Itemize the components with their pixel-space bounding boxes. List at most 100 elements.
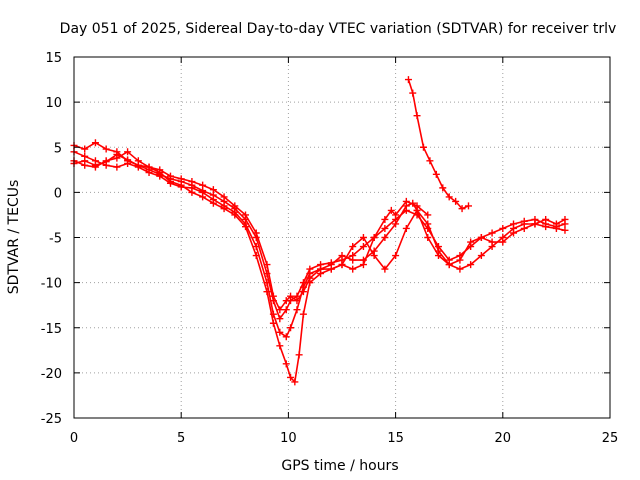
data-point — [381, 215, 389, 223]
data-point — [81, 161, 89, 169]
data-point — [477, 252, 485, 260]
data-point — [220, 205, 228, 213]
data-point — [359, 234, 367, 241]
data-point — [291, 378, 299, 386]
data-point — [199, 193, 207, 201]
data-point — [113, 154, 121, 162]
data-point — [467, 261, 475, 269]
series-5 — [404, 76, 472, 213]
data-point — [349, 265, 357, 273]
data-point — [113, 163, 121, 171]
data-point — [282, 333, 290, 341]
data-point — [81, 145, 89, 153]
y-tick-label: 5 — [54, 141, 62, 156]
data-point — [456, 256, 464, 264]
x-tick-label: 20 — [495, 431, 512, 446]
data-point — [299, 310, 307, 318]
data-point — [381, 265, 389, 273]
data-point — [452, 197, 460, 205]
data-point — [231, 211, 239, 219]
data-point — [287, 292, 295, 300]
data-point — [81, 152, 89, 160]
data-point — [370, 252, 378, 260]
data-point — [338, 261, 346, 269]
data-point — [439, 184, 447, 192]
data-point — [276, 342, 284, 350]
series-1 — [70, 150, 569, 323]
x-tick-label: 5 — [177, 431, 185, 446]
data-point — [263, 261, 271, 269]
data-point — [113, 148, 121, 156]
data-point — [409, 89, 417, 97]
data-point — [282, 306, 290, 314]
data-point — [424, 234, 432, 241]
data-point — [177, 175, 185, 183]
data-point — [387, 206, 395, 214]
data-point — [287, 373, 295, 381]
data-point — [91, 163, 99, 171]
data-point — [349, 243, 357, 251]
data-point — [293, 306, 301, 314]
data-point — [413, 202, 421, 210]
data-point — [242, 211, 250, 219]
series-4 — [70, 148, 432, 386]
data-point — [91, 139, 99, 147]
data-point — [276, 315, 284, 323]
data-point — [467, 238, 475, 246]
data-point — [327, 265, 335, 273]
data-point — [282, 360, 290, 368]
data-point — [306, 279, 314, 287]
series-trace — [407, 79, 469, 210]
y-tick-label: -5 — [49, 232, 62, 247]
data-point — [269, 319, 277, 327]
data-point — [209, 199, 217, 207]
data-point — [252, 243, 260, 251]
data-point — [510, 229, 518, 237]
data-point — [499, 238, 507, 246]
data-point — [188, 178, 196, 186]
data-point — [102, 157, 110, 165]
series-trace — [73, 151, 566, 338]
data-point — [166, 178, 174, 186]
data-point — [338, 252, 346, 260]
data-point — [269, 292, 277, 300]
data-point — [199, 181, 207, 189]
data-point — [231, 202, 239, 210]
data-point — [419, 143, 427, 151]
series-2 — [70, 148, 569, 341]
data-point — [477, 234, 485, 241]
data-point — [145, 163, 153, 171]
data-point — [381, 234, 389, 241]
data-point — [531, 220, 539, 228]
y-tick-label: -10 — [41, 277, 62, 292]
data-point — [561, 226, 569, 234]
data-point — [392, 220, 400, 228]
data-point — [209, 186, 217, 194]
series-trace — [73, 151, 429, 383]
data-point — [252, 252, 260, 260]
x-tick-label: 10 — [280, 431, 297, 446]
y-axis-label: SDTVAR / TECUs — [6, 180, 22, 295]
data-point — [561, 215, 569, 223]
data-point — [124, 148, 132, 156]
data-point — [359, 243, 367, 251]
data-point — [287, 324, 295, 332]
data-point — [282, 297, 290, 305]
series-trace — [73, 141, 566, 311]
data-point — [252, 229, 260, 237]
y-tick-label: -15 — [41, 322, 62, 337]
y-tick-label: -25 — [41, 412, 62, 427]
data-point — [458, 205, 466, 213]
data-point — [220, 193, 228, 201]
data-point — [392, 211, 400, 219]
data-point — [102, 145, 110, 153]
data-point — [263, 288, 271, 296]
data-point — [434, 247, 442, 255]
y-tick-label: 15 — [45, 51, 62, 66]
data-point — [299, 288, 307, 296]
data-point — [381, 224, 389, 232]
data-point — [177, 181, 185, 189]
data-point — [445, 193, 453, 201]
x-tick-label: 25 — [602, 431, 619, 446]
y-tick-label: 10 — [45, 96, 62, 111]
